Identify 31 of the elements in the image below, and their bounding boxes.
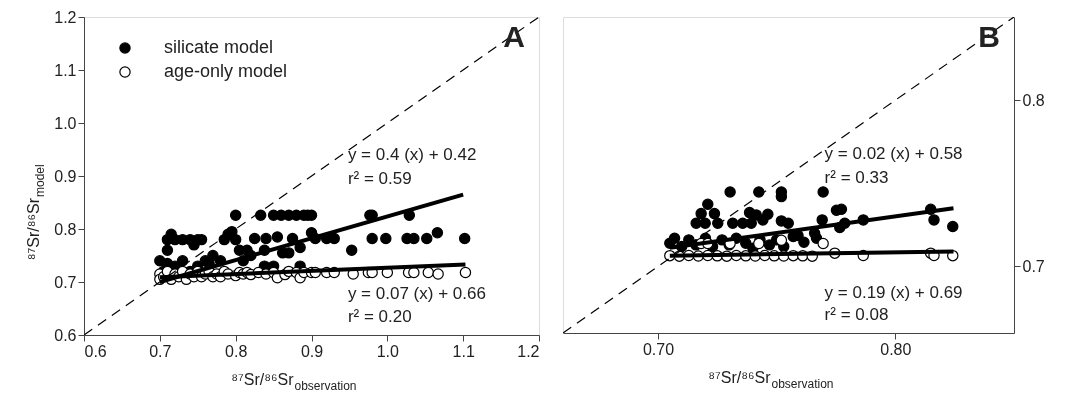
annotation: A xyxy=(503,20,525,53)
x-tick-label: 0.6 xyxy=(84,342,107,360)
y-tick-label: 1.0 xyxy=(54,114,77,132)
x-tick-label: 1.2 xyxy=(517,342,540,360)
y-tick-label: 0.7 xyxy=(54,273,77,291)
x-tick-label: 0.9 xyxy=(300,342,324,360)
y-tick-label: 0.9 xyxy=(54,167,77,185)
x-tick-label: 1.1 xyxy=(452,342,475,360)
annotation: y = 0.02 (x) + 0.58 xyxy=(824,144,963,164)
x-tick-label: 1.0 xyxy=(376,342,400,360)
x-tick-label: 0.80 xyxy=(880,340,912,358)
legend-label: age-only model xyxy=(164,61,288,81)
legend-label: silicate model xyxy=(164,37,274,57)
annotation: y = 0.07 (x) + 0.66 xyxy=(347,284,486,304)
y-tick-label: 0.8 xyxy=(54,220,77,238)
y2-tick-label: 0.7 xyxy=(1022,257,1045,275)
annotation: y = 0.19 (x) + 0.69 xyxy=(824,282,963,302)
y-tick-label: 1.2 xyxy=(54,8,77,26)
x-tick-label: 0.8 xyxy=(225,342,248,360)
x-tick-label: 0.7 xyxy=(149,342,172,360)
annotation: r² = 0.33 xyxy=(824,167,889,187)
annotation: y = 0.4 (x) + 0.42 xyxy=(347,145,477,165)
y-tick-label: 1.1 xyxy=(54,61,77,79)
x-tick-label: 0.70 xyxy=(642,340,675,358)
y2-tick-label: 0.8 xyxy=(1022,91,1045,109)
y-tick-label: 0.6 xyxy=(54,326,77,344)
annotation: B xyxy=(978,20,1000,53)
y-axis-title: ⁸⁷Sr/⁸⁶Srmodel xyxy=(25,164,47,261)
annotation: r² = 0.59 xyxy=(347,168,412,188)
annotation: r² = 0.08 xyxy=(824,305,889,325)
annotation: r² = 0.20 xyxy=(347,307,412,327)
